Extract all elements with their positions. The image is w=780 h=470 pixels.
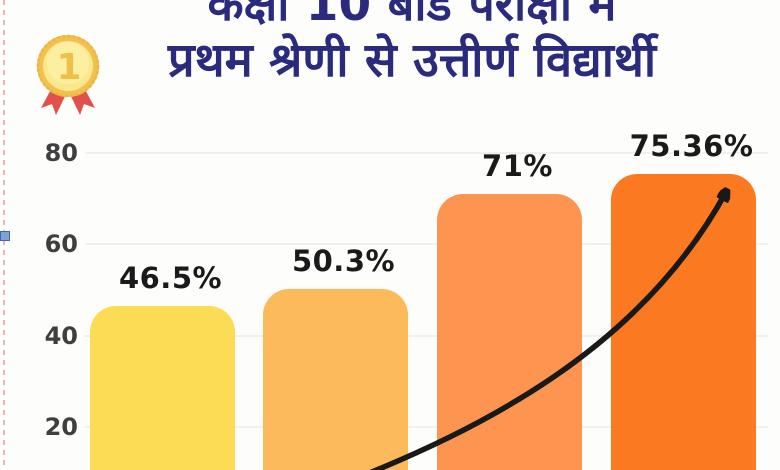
y-axis-tick-label: 40 (44, 321, 78, 350)
y-axis-tick-label: 20 (44, 413, 78, 442)
chart-title-line2: प्रथम श्रेणी से उत्तीर्ण विद्यार्थी (167, 33, 657, 88)
gold-medal-rank-1-icon: 1 (28, 30, 108, 118)
bar-value-label-2: 50.3% (291, 243, 396, 278)
bar-3 (437, 193, 582, 470)
bar-value-label-1: 46.5% (118, 261, 223, 296)
bar-1 (90, 306, 235, 470)
selection-handle[interactable] (0, 231, 10, 241)
svg-text:1: 1 (56, 47, 81, 88)
bar-value-label-4: 75.36% (629, 128, 754, 163)
chart-title-line1: कक्षा 10 बोर्ड परीक्षा में (207, 0, 617, 32)
bar-4 (611, 173, 756, 470)
gridline-80 (85, 151, 768, 154)
bar-2 (263, 288, 408, 470)
y-axis-tick-label: 60 (44, 230, 78, 259)
bar-value-label-3: 71% (482, 148, 553, 183)
y-axis-tick-label: 80 (44, 138, 78, 167)
